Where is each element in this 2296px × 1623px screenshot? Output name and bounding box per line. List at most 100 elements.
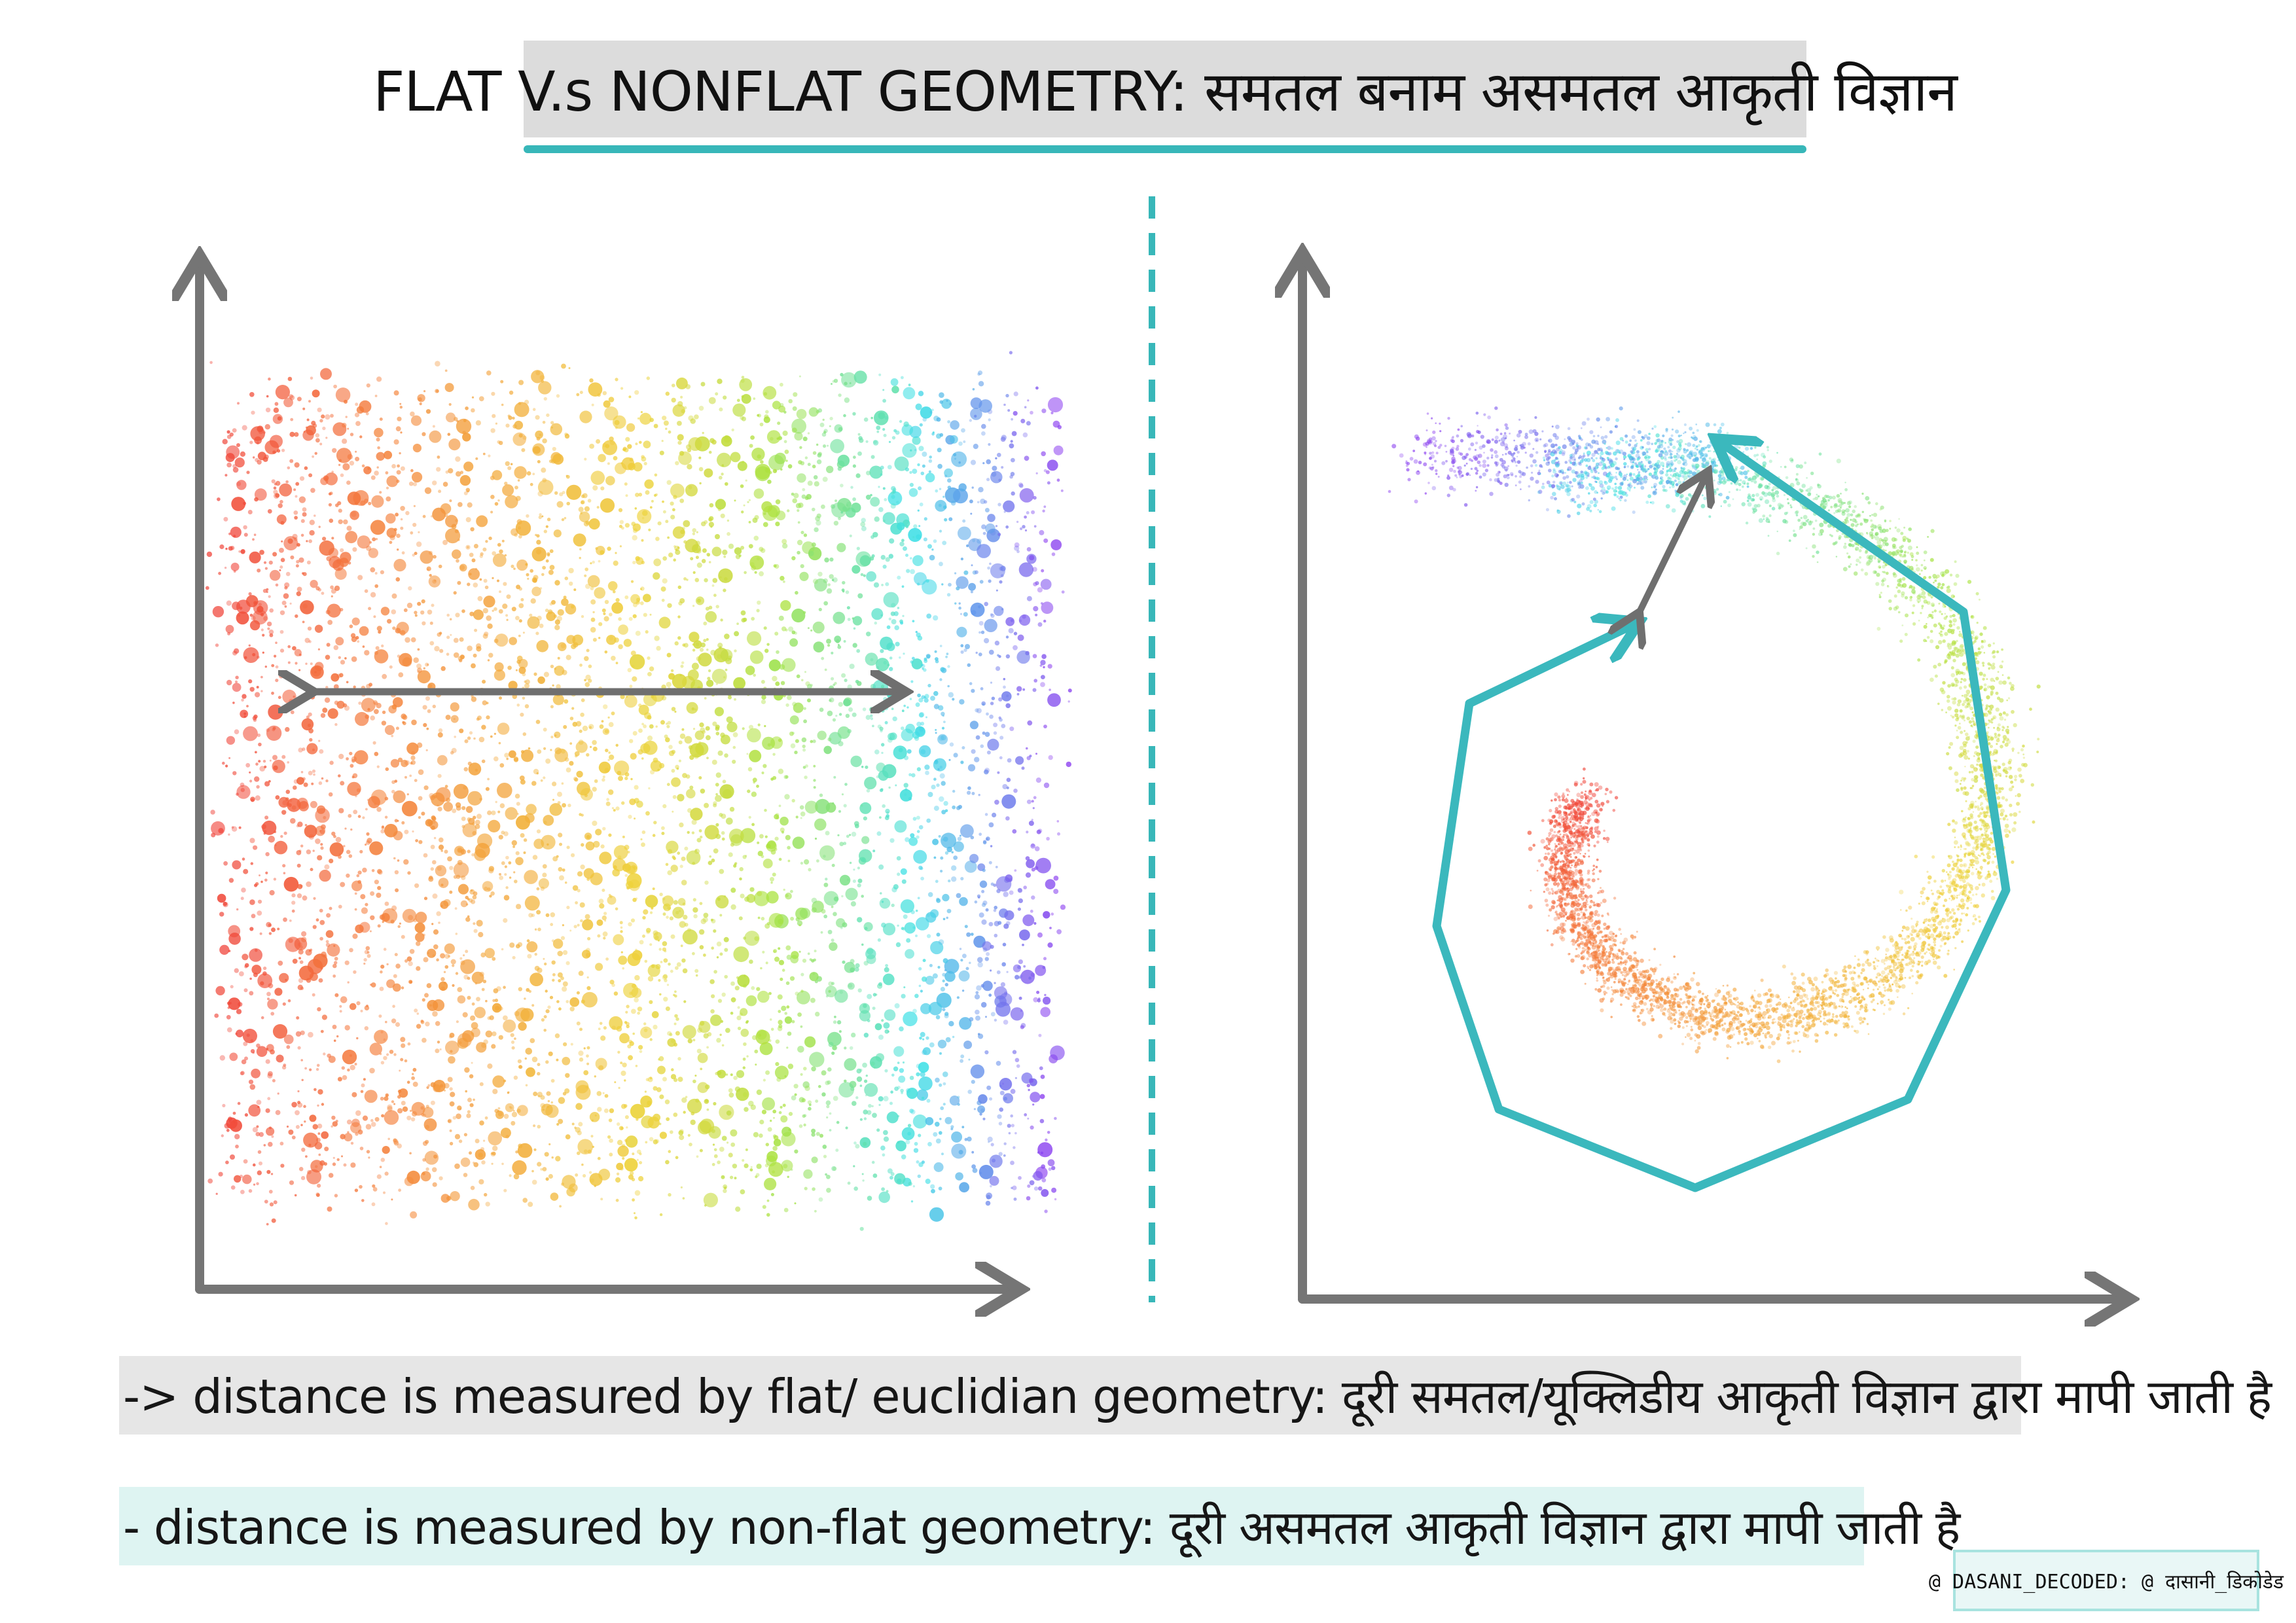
scatter-point [1001,466,1004,469]
scatter-point [355,711,369,726]
scatter-point [942,979,945,983]
scatter-point [1028,976,1031,980]
scatter-point [452,964,455,967]
scatter-point [433,836,437,840]
scatter-point [298,957,301,959]
scatter-point [756,987,761,991]
scatter-point [762,859,773,868]
scatter-point [967,786,971,791]
scatter-point [419,402,422,406]
scatter-point [276,514,287,524]
scatter-point [549,995,554,999]
scatter-point [525,1048,533,1055]
scatter-point [484,585,489,590]
scatter-point [622,967,624,970]
scatter-point [634,974,640,981]
scatter-point [785,459,788,462]
scatter-point [630,594,641,604]
scatter-point [717,1160,721,1164]
scatter-point [926,654,931,659]
scatter-point [329,859,334,864]
scatter-point [984,618,997,632]
scatter-point [676,962,681,967]
scatter-point [721,435,732,447]
scatter-point [497,1111,503,1116]
scatter-point [784,1012,787,1015]
scatter-point [425,1022,430,1027]
scatter-point [990,681,993,684]
scatter-point [431,515,433,518]
scatter-point [312,993,315,997]
scatter-point [457,995,466,1004]
scatter-point [853,455,856,459]
scatter-point [453,637,459,643]
scatter-point [762,950,765,954]
scatter-point [770,1192,774,1196]
scatter-point [442,482,448,487]
scatter-point [590,617,596,622]
scatter-point [620,1126,624,1130]
scatter-point [920,471,925,476]
scatter-point [724,1186,727,1190]
scatter-point [222,1103,226,1107]
scatter-point [689,632,700,643]
scatter-point [711,946,714,950]
scatter-point [481,1043,487,1048]
scatter-point [742,855,747,859]
scatter-point [801,679,804,682]
scatter-point [745,1148,748,1151]
scatter-point [940,986,945,992]
scatter-point [444,369,448,372]
scatter-point [586,1062,590,1065]
scatter-point [228,950,231,952]
scatter-point [520,779,526,785]
scatter-point [302,512,307,517]
scatter-point [456,1113,461,1119]
scatter-point [880,636,893,650]
scatter-point [917,463,920,467]
scatter-point [696,1048,702,1054]
scatter-point [585,952,591,958]
scatter-point [478,736,485,743]
scatter-point [243,525,247,529]
scatter-point [582,493,588,499]
scatter-point [280,834,283,838]
scatter-point [698,652,712,667]
scatter-point [881,704,884,707]
scatter-point [643,613,647,617]
scatter-point [699,1118,715,1133]
scatter-point [528,913,533,918]
scatter-point [823,745,832,755]
scatter-point [232,1111,236,1115]
scatter-point [829,1112,832,1115]
scatter-point [518,380,524,385]
scatter-point [1030,1125,1034,1130]
scatter-point [514,533,518,537]
scatter-point [497,722,510,735]
scatter-point [797,509,800,512]
scatter-point [1007,758,1012,763]
scatter-point [324,1147,329,1152]
scatter-point [503,1015,508,1021]
scatter-point [919,726,924,732]
scatter-point [1015,756,1024,765]
scatter-point [248,644,251,647]
scatter-point [899,1026,904,1031]
scatter-point [232,683,242,692]
scatter-point [880,1145,886,1150]
scatter-point [518,658,528,669]
scatter-point [863,1003,867,1008]
scatter-point [266,1169,271,1174]
scatter-point [589,1112,600,1122]
scatter-point [645,490,650,495]
scatter-point [963,440,966,443]
scatter-point [493,988,499,993]
scatter-point [492,1088,498,1094]
scatter-point [592,560,595,564]
scatter-point [601,888,605,892]
scatter-point [455,613,460,618]
scatter-point [296,397,302,402]
scatter-point [232,651,238,656]
scatter-point [281,1065,287,1070]
scatter-point [499,763,505,768]
